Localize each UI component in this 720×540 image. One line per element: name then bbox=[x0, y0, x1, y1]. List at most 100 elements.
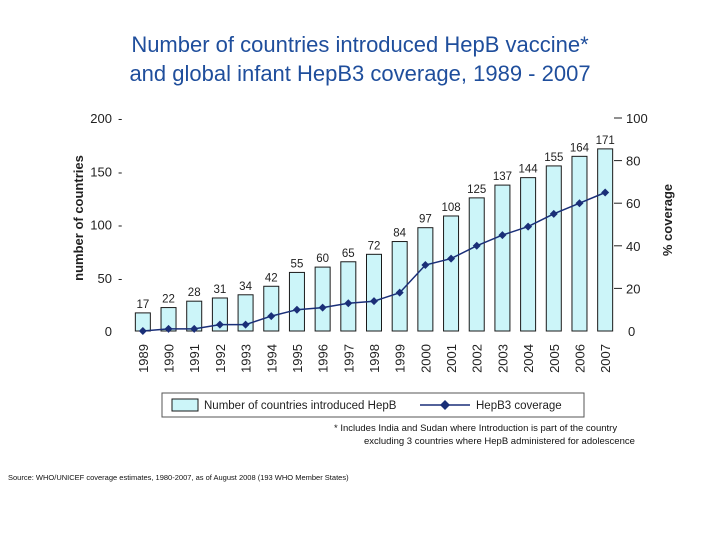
bar-value-label: 164 bbox=[570, 142, 590, 154]
x-tick-label: 2003 bbox=[495, 344, 510, 373]
bar-1997 bbox=[340, 261, 357, 332]
coverage-point-1995 bbox=[292, 305, 301, 314]
x-tick-label: 2004 bbox=[521, 344, 536, 373]
y-left-tick-label: 200 bbox=[90, 111, 112, 126]
legend-diamond-marker bbox=[440, 400, 450, 410]
coverage-point-1989 bbox=[138, 327, 147, 335]
y-left-tick-label: 150 bbox=[90, 164, 112, 179]
x-tick-label: 1989 bbox=[136, 344, 151, 373]
x-tick-label: 2001 bbox=[444, 344, 459, 373]
coverage-point-2000 bbox=[421, 260, 430, 269]
coverage-point-2007 bbox=[601, 188, 610, 197]
coverage-point-2005 bbox=[549, 209, 558, 218]
coverage-point-1991 bbox=[190, 324, 199, 333]
coverage-point-2003 bbox=[498, 231, 507, 240]
legend: Number of countries introduced HepB HepB… bbox=[161, 392, 585, 418]
bar-value-label: 60 bbox=[316, 253, 329, 265]
bar-value-label: 108 bbox=[441, 202, 460, 214]
y-left-tick-label: 50 bbox=[98, 271, 112, 286]
bar-2004 bbox=[520, 177, 537, 332]
x-tick-label: 1990 bbox=[162, 344, 177, 373]
y-right-tick-label: 80 bbox=[626, 154, 640, 169]
x-tick-label: 2006 bbox=[572, 344, 587, 373]
y-left-tick-mark: - bbox=[118, 164, 122, 179]
bar-value-label: 137 bbox=[493, 171, 512, 183]
bar-2002 bbox=[468, 197, 485, 332]
coverage-point-1996 bbox=[318, 303, 327, 312]
x-tick-label: 1998 bbox=[367, 344, 382, 373]
footnote-line-2: excluding 3 countries where HepB adminis… bbox=[364, 436, 635, 447]
y-left-tick-mark: - bbox=[118, 218, 122, 233]
bar-value-label: 72 bbox=[368, 240, 381, 252]
y-axis-label-right: % coverage bbox=[660, 184, 675, 256]
chart-title-line-2: and global infant HepB3 coverage, 1989 -… bbox=[129, 61, 591, 86]
bar-1992 bbox=[211, 297, 228, 332]
bar-value-label: 42 bbox=[265, 272, 278, 284]
footnote-line-1: * Includes India and Sudan where Introdu… bbox=[334, 423, 618, 434]
bar-value-label: 155 bbox=[544, 152, 563, 164]
y-right-tick-label: 0 bbox=[628, 324, 635, 339]
coverage-point-1997 bbox=[344, 299, 353, 308]
coverage-point-1993 bbox=[241, 320, 250, 329]
bar-2005 bbox=[545, 165, 562, 332]
footnote: * Includes India and Sudan where Introdu… bbox=[334, 422, 714, 448]
bar-1993 bbox=[237, 294, 254, 332]
coverage-point-2001 bbox=[447, 254, 456, 263]
bar-value-label: 28 bbox=[188, 287, 201, 299]
bar-value-label: 55 bbox=[291, 258, 304, 270]
x-tick-label: 2002 bbox=[470, 344, 485, 373]
bar-1994 bbox=[263, 285, 280, 332]
bar-value-label: 22 bbox=[162, 294, 175, 306]
x-tick-label: 1995 bbox=[290, 344, 305, 373]
bar-1998 bbox=[366, 253, 382, 332]
bar-2000 bbox=[417, 227, 434, 332]
chart-title: Number of countries introduced HepB vacc… bbox=[0, 30, 720, 88]
x-tick-label: 2000 bbox=[418, 344, 433, 373]
x-tick-label: 1991 bbox=[187, 344, 202, 373]
bar-value-label: 144 bbox=[519, 164, 539, 176]
coverage-point-1994 bbox=[267, 312, 276, 321]
chart-title-line-1: Number of countries introduced HepB vacc… bbox=[131, 32, 589, 57]
legend-bar-label: Number of countries introduced HepB bbox=[204, 400, 397, 412]
bar-value-label: 171 bbox=[596, 135, 615, 147]
y-right-tick-label: 40 bbox=[626, 239, 640, 254]
bar-2006 bbox=[571, 155, 588, 332]
y-left-tick-label: 0 bbox=[105, 324, 112, 339]
x-tick-label: 2007 bbox=[598, 344, 613, 373]
y-axis-label-left: number of countries bbox=[71, 155, 86, 281]
x-tick-label: 1996 bbox=[316, 344, 331, 373]
bar-value-label: 17 bbox=[136, 299, 149, 311]
bar-value-label: 84 bbox=[393, 228, 406, 240]
legend-box bbox=[161, 392, 585, 418]
coverage-point-2004 bbox=[524, 222, 533, 231]
coverage-point-1998 bbox=[370, 297, 378, 306]
x-tick-label: 1993 bbox=[239, 344, 254, 373]
bar-value-label: 97 bbox=[419, 214, 432, 226]
y-right-tick-label: 100 bbox=[626, 111, 648, 126]
bar-value-label: 34 bbox=[239, 281, 252, 293]
bar-1996 bbox=[314, 266, 331, 332]
legend-bar-swatch bbox=[171, 398, 199, 412]
y-right-tick-label: 60 bbox=[626, 196, 640, 211]
bar-value-label: 125 bbox=[467, 184, 486, 196]
coverage-point-1992 bbox=[215, 320, 224, 329]
bar-2003 bbox=[494, 184, 511, 332]
coverage-point-2002 bbox=[472, 241, 481, 250]
bar-value-label: 31 bbox=[213, 284, 226, 296]
y-left-tick-mark: - bbox=[118, 271, 122, 286]
x-tick-label: 1994 bbox=[264, 344, 279, 373]
y-left-tick-label: 100 bbox=[90, 218, 112, 233]
bar-2001 bbox=[443, 215, 460, 332]
coverage-point-1999 bbox=[395, 288, 404, 297]
bar-1999 bbox=[391, 241, 408, 332]
coverage-point-1990 bbox=[164, 324, 173, 333]
bar-value-label: 65 bbox=[342, 248, 355, 260]
coverage-point-2006 bbox=[575, 199, 584, 208]
x-tick-label: 1997 bbox=[341, 344, 356, 373]
x-tick-label: 1992 bbox=[213, 344, 228, 373]
source-note: Source: WHO/UNICEF coverage estimates, 1… bbox=[8, 473, 349, 482]
bar-2007 bbox=[597, 148, 614, 332]
x-tick-label: 2005 bbox=[547, 344, 562, 373]
y-left-tick-mark: - bbox=[118, 111, 122, 126]
